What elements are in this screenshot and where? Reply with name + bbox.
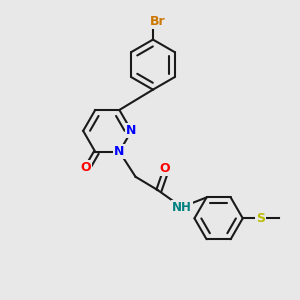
Text: S: S [256,212,265,225]
Text: O: O [81,161,92,174]
Text: N: N [126,124,136,137]
Text: Br: Br [149,15,165,28]
Text: N: N [114,145,124,158]
Text: O: O [160,162,170,175]
Text: Br: Br [149,15,165,28]
Text: NH: NH [172,201,192,214]
